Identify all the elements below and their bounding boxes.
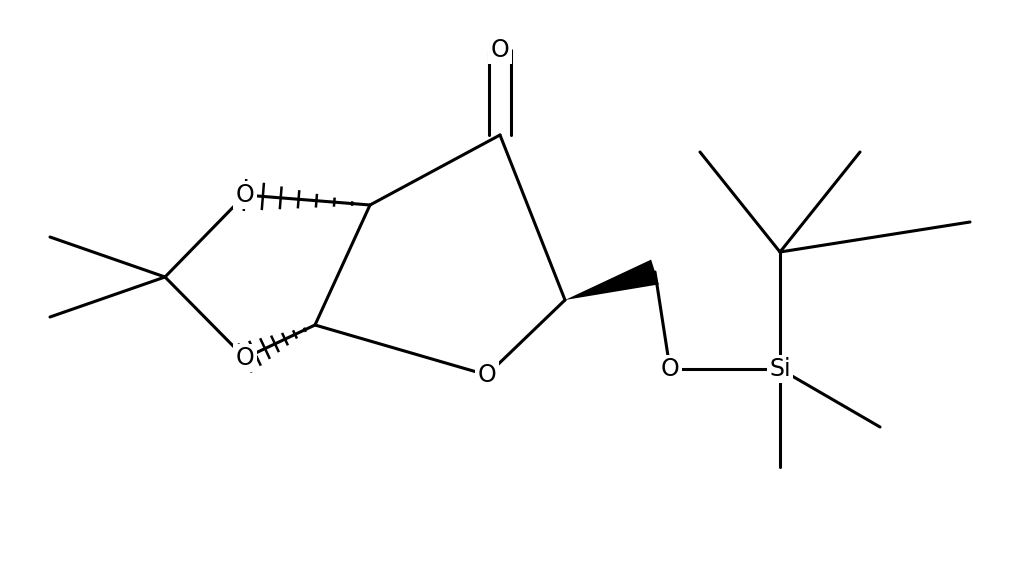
Text: O: O	[661, 357, 680, 381]
Polygon shape	[565, 260, 659, 300]
Text: O: O	[235, 183, 255, 207]
Text: O: O	[235, 346, 255, 370]
Text: O: O	[491, 38, 509, 62]
Text: O: O	[478, 363, 496, 387]
Text: Si: Si	[770, 357, 791, 381]
